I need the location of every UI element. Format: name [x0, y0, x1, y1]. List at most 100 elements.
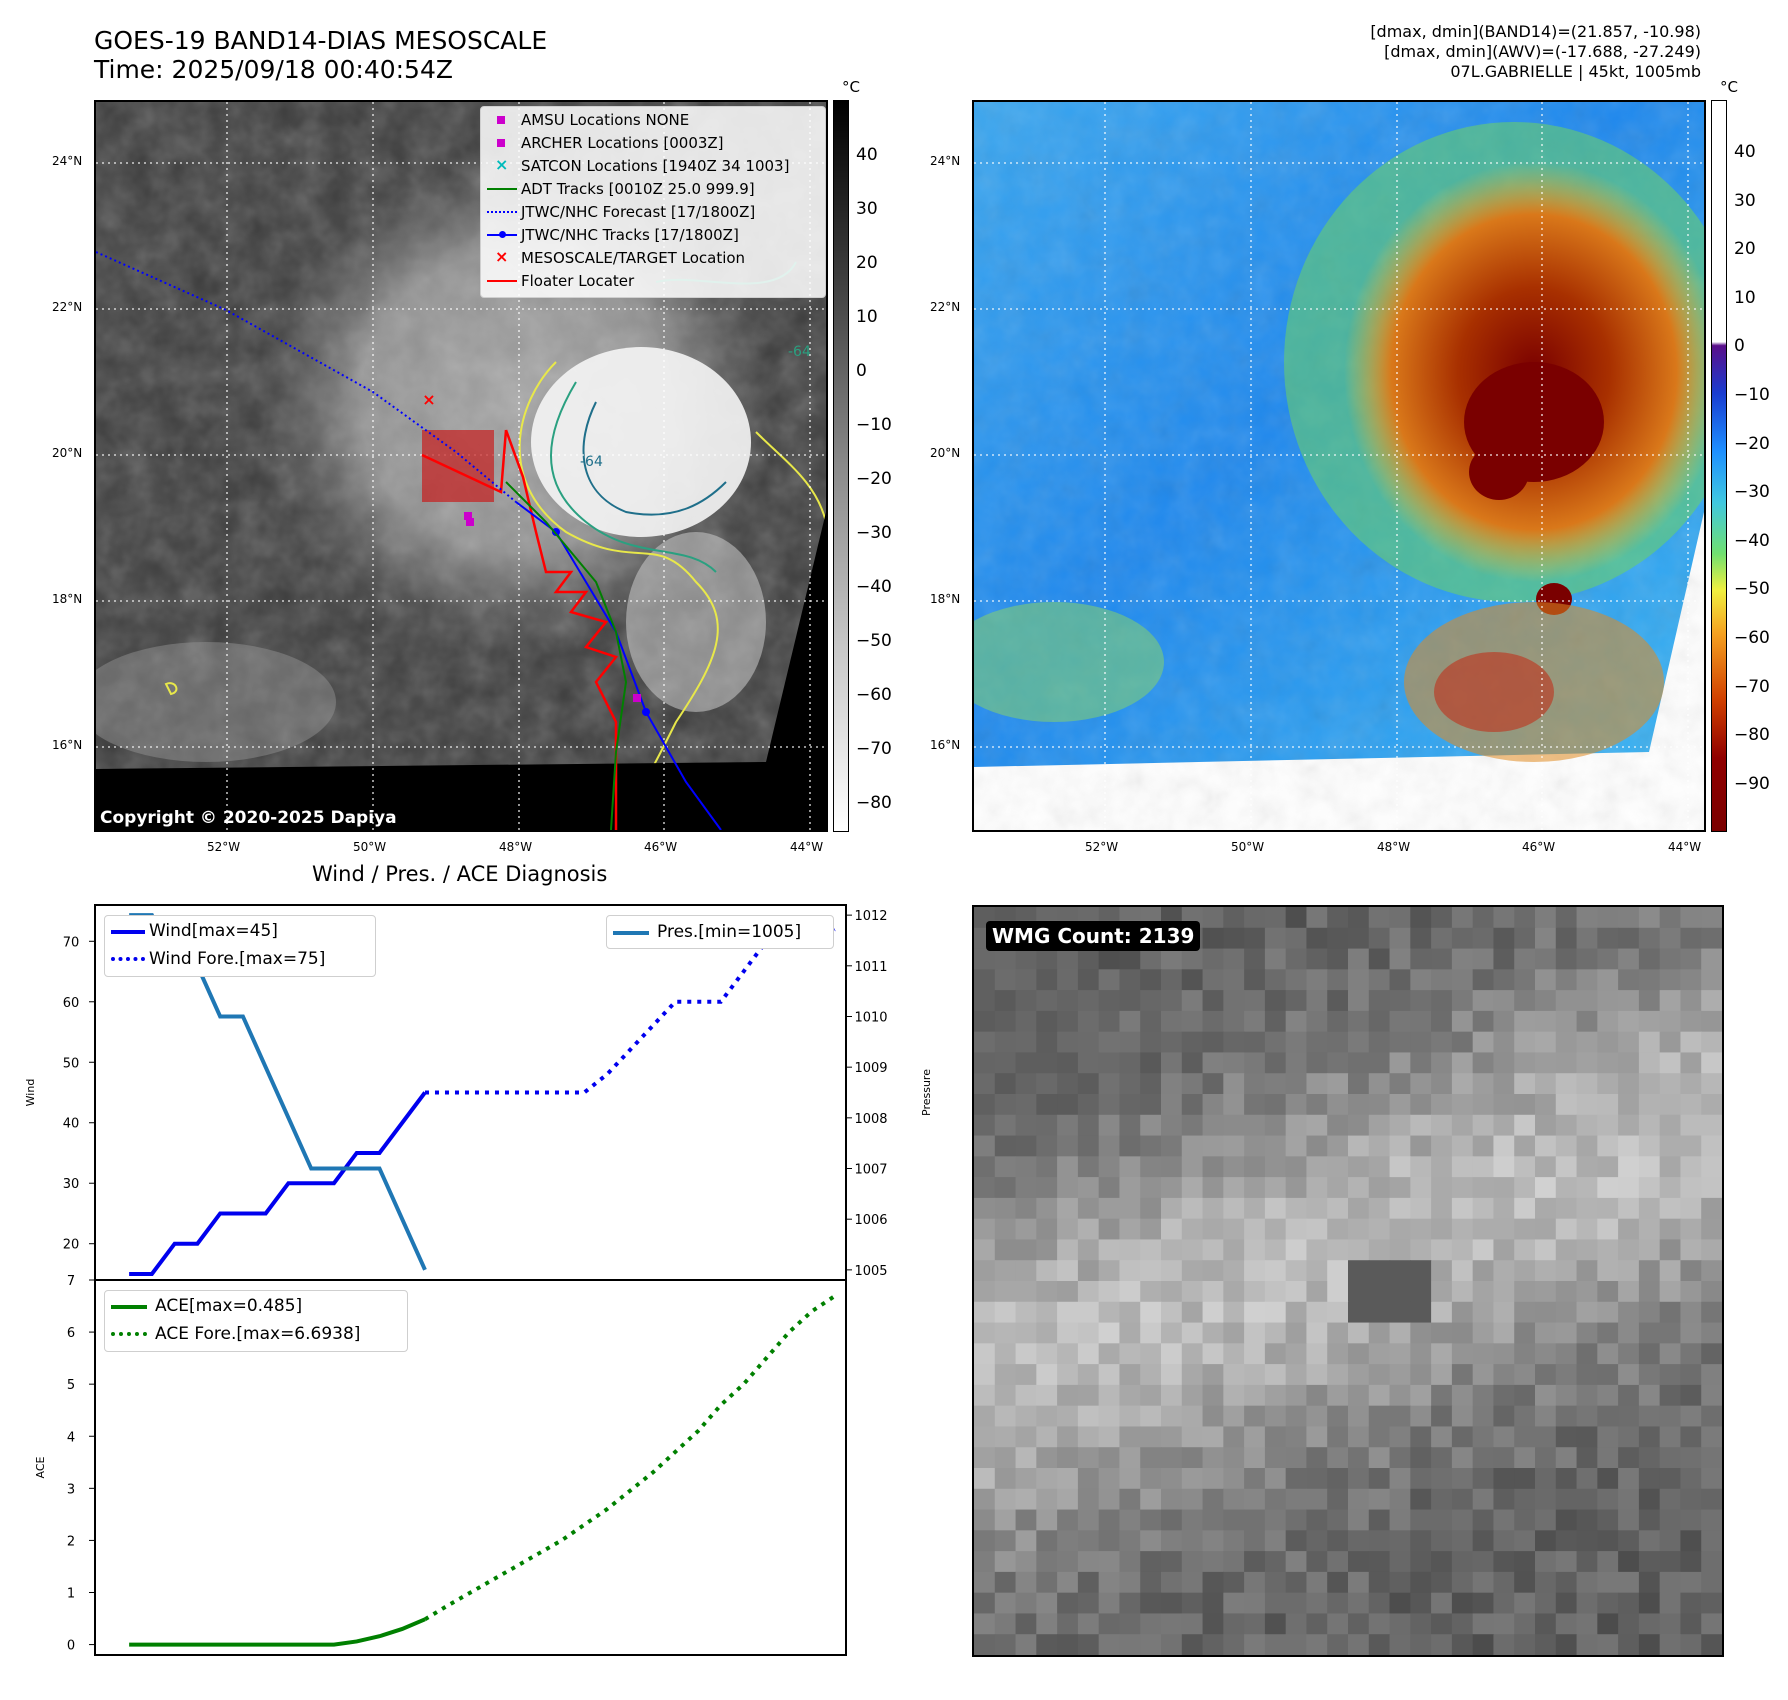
colorbar-tick-label: −10	[856, 415, 892, 435]
ace-axis-label: ACE	[34, 1456, 47, 1478]
legend-label-amsu: AMSU Locations NONE	[521, 111, 690, 129]
y2-tick-label: 1011	[854, 960, 887, 975]
legend-row-forecast: JTWC/NHC Forecast [17/1800Z]	[481, 201, 755, 223]
color-colorbar-unit: °C	[1720, 78, 1738, 96]
lon-label: 50°W	[1231, 840, 1265, 854]
legend-row-satcon: × SATCON Locations [1940Z 34 1003]	[481, 155, 789, 177]
y2-tick-label: 1012	[854, 909, 887, 924]
solid-line-icon	[481, 178, 521, 200]
pressure-legend: Pres.[min=1005]	[606, 915, 834, 949]
wind-axis-label: Wind	[24, 1079, 37, 1107]
colorbar-tick-label: 20	[856, 253, 878, 273]
lat-label: 18°N	[930, 592, 961, 606]
line-dot-icon	[481, 224, 521, 246]
y-tick-label: 30	[63, 1177, 80, 1192]
info-line3: 07L.GABRIELLE | 45kt, 1005mb	[1450, 62, 1701, 81]
gray-colorbar	[833, 100, 849, 832]
legend-label-pressure: Pres.[min=1005]	[657, 922, 802, 942]
y-tick-label: 4	[67, 1430, 75, 1445]
colorbar-tick-label: −90	[1734, 773, 1770, 794]
y-tick-label: 5	[67, 1378, 75, 1393]
y2-tick-label: 1009	[854, 1061, 887, 1076]
title-line2: Time: 2025/09/18 00:40:54Z	[94, 55, 453, 84]
svg-text:×: ×	[422, 390, 435, 409]
colorbar-tick-label: −80	[856, 793, 892, 813]
colorbar-tick-label: 40	[1734, 142, 1756, 162]
y2-tick-label: 1008	[854, 1112, 887, 1127]
lat-label: 22°N	[52, 300, 83, 314]
lat-label: 22°N	[930, 300, 961, 314]
legend-label-ace: ACE[max=0.485]	[155, 1296, 303, 1316]
legend-row-wind: Wind[max=45]	[105, 918, 278, 944]
colorbar-tick-label: 40	[856, 145, 878, 165]
copyright-text: Copyright © 2020-2025 Dapiya	[100, 808, 397, 828]
y-tick-label: 6	[67, 1326, 75, 1341]
colorbar-tick-label: 20	[1734, 239, 1756, 260]
solid-line-icon	[607, 919, 657, 945]
wmg-count-label: WMG Count: 2139	[986, 921, 1201, 951]
lon-label: 44°W	[790, 840, 824, 854]
y-tick-label: 1	[67, 1587, 75, 1602]
legend-label-ace-forecast: ACE Fore.[max=6.6938]	[155, 1324, 361, 1344]
dotted-line-icon	[105, 1321, 155, 1347]
wmg-panel: WMG Count: 2139	[972, 905, 1724, 1657]
chart-title: Wind / Pres. / ACE Diagnosis	[312, 862, 608, 886]
y-tick-label: 60	[63, 996, 80, 1011]
color-map-image	[974, 102, 1704, 830]
legend-label-target: MESOSCALE/TARGET Location	[521, 249, 746, 267]
map-legend: AMSU Locations NONE ARCHER Locations [00…	[480, 106, 826, 298]
colorbar-tick-label: 30	[1734, 190, 1756, 211]
legend-label-wind: Wind[max=45]	[149, 921, 278, 941]
color-map-panel	[972, 100, 1706, 832]
dotted-line-icon	[105, 946, 149, 972]
colorbar-tick-label: −50	[856, 631, 892, 651]
colorbar-tick-label: −80	[1734, 725, 1770, 746]
series-line-1	[424, 927, 836, 1095]
y2-tick-label: 1005	[854, 1264, 887, 1279]
legend-row-pressure: Pres.[min=1005]	[607, 919, 801, 945]
lat-label: 16°N	[930, 738, 961, 752]
legend-row-wind-forecast: Wind Fore.[max=75]	[105, 946, 325, 972]
y-tick-label: 7	[67, 1274, 75, 1289]
legend-label-tracks: JTWC/NHC Tracks [17/1800Z]	[521, 226, 739, 244]
legend-label-wind-forecast: Wind Fore.[max=75]	[149, 949, 326, 969]
lon-label: 48°W	[499, 840, 533, 854]
lon-label: 48°W	[1377, 840, 1411, 854]
legend-row-target: × MESOSCALE/TARGET Location	[481, 247, 745, 269]
ace-plot-frame	[94, 1279, 847, 1656]
lat-label: 20°N	[930, 446, 961, 460]
y-tick-label: 70	[63, 935, 80, 950]
solid-line-icon	[105, 918, 149, 944]
wind-legend: Wind[max=45] Wind Fore.[max=75]	[104, 915, 376, 977]
colorbar-tick-label: −30	[856, 523, 892, 543]
lat-label: 24°N	[52, 154, 83, 168]
colorbar-tick-label: −10	[1734, 385, 1770, 405]
lat-label: 20°N	[52, 446, 83, 460]
color-colorbar	[1711, 100, 1727, 832]
square-marker-icon	[481, 109, 521, 131]
lon-label: 46°W	[644, 840, 678, 854]
legend-row-ace: ACE[max=0.485]	[105, 1293, 302, 1319]
pressure-axis-label: Pressure	[920, 1069, 933, 1116]
solid-line-icon	[105, 1293, 155, 1319]
lon-label: 50°W	[353, 840, 387, 854]
legend-row-floater: Floater Locater	[481, 270, 634, 292]
legend-label-floater: Floater Locater	[521, 272, 635, 290]
legend-label-archer: ARCHER Locations [0003Z]	[521, 134, 724, 152]
y-tick-label: 50	[63, 1056, 80, 1071]
lon-label: 52°W	[1085, 840, 1119, 854]
legend-row-adt: ADT Tracks [0010Z 25.0 999.9]	[481, 178, 755, 200]
colorbar-tick-label: 10	[856, 307, 878, 327]
series-line-0	[129, 1091, 427, 1276]
contour-label-2: -64	[580, 454, 603, 470]
ir-map-panel: × -64 -64 AMSU Locations NONE ARCHER Loc…	[94, 100, 828, 832]
y-tick-label: 3	[67, 1482, 75, 1497]
colorbar-tick-label: 0	[1734, 336, 1745, 357]
x-marker-icon: ×	[495, 247, 509, 266]
lat-label: 18°N	[52, 592, 83, 606]
legend-row-ace-forecast: ACE Fore.[max=6.6938]	[105, 1321, 360, 1347]
lon-label: 52°W	[207, 840, 241, 854]
legend-label-adt: ADT Tracks [0010Z 25.0 999.9]	[521, 180, 755, 198]
y-tick-label: 0	[67, 1639, 75, 1654]
lat-label: 24°N	[930, 154, 961, 168]
